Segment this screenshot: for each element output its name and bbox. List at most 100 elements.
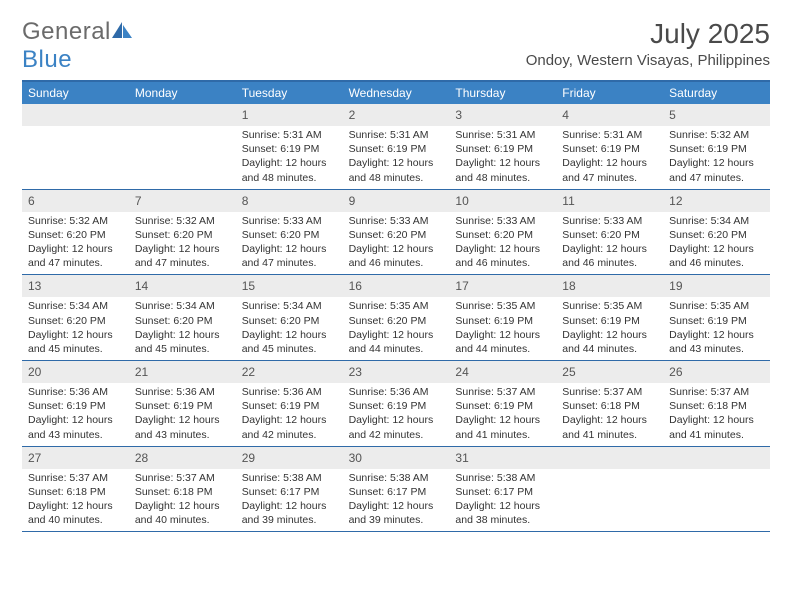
day-number: 15 (242, 279, 255, 293)
days-of-week-row: Sunday Monday Tuesday Wednesday Thursday… (22, 82, 770, 104)
cell-body: Sunrise: 5:31 AMSunset: 6:19 PMDaylight:… (556, 126, 663, 189)
day-number-row: 26 (663, 361, 770, 383)
day-number-row: 5 (663, 104, 770, 126)
sunrise-text: Sunrise: 5:33 AM (455, 214, 550, 228)
day-number: 9 (349, 194, 356, 208)
sunrise-text: Sunrise: 5:31 AM (349, 128, 444, 142)
sunset-text: Sunset: 6:20 PM (562, 228, 657, 242)
sunrise-text: Sunrise: 5:36 AM (242, 385, 337, 399)
day-number-row: 1 (236, 104, 343, 126)
sunrise-text: Sunrise: 5:35 AM (562, 299, 657, 313)
calendar-cell: 16Sunrise: 5:35 AMSunset: 6:20 PMDayligh… (343, 275, 450, 360)
weeks-container: ..1Sunrise: 5:31 AMSunset: 6:19 PMDaylig… (22, 104, 770, 532)
cell-body: Sunrise: 5:37 AMSunset: 6:18 PMDaylight:… (556, 383, 663, 446)
cell-body: Sunrise: 5:37 AMSunset: 6:18 PMDaylight:… (663, 383, 770, 446)
cell-body: Sunrise: 5:35 AMSunset: 6:19 PMDaylight:… (449, 297, 556, 360)
sunrise-text: Sunrise: 5:37 AM (669, 385, 764, 399)
sunset-text: Sunset: 6:20 PM (455, 228, 550, 242)
daylight-text: Daylight: 12 hours and 47 minutes. (135, 242, 230, 270)
sunset-text: Sunset: 6:17 PM (455, 485, 550, 499)
header: GeneralBlue July 2025 Ondoy, Western Vis… (22, 18, 770, 74)
sunset-text: Sunset: 6:19 PM (242, 399, 337, 413)
day-number-row: 2 (343, 104, 450, 126)
daylight-text: Daylight: 12 hours and 41 minutes. (455, 413, 550, 441)
day-number-row: 16 (343, 275, 450, 297)
day-number: 24 (455, 365, 468, 379)
brand-sail-icon (111, 18, 133, 46)
day-number-row: 7 (129, 190, 236, 212)
day-number: 22 (242, 365, 255, 379)
cell-body: Sunrise: 5:35 AMSunset: 6:19 PMDaylight:… (663, 297, 770, 360)
sunrise-text: Sunrise: 5:31 AM (455, 128, 550, 142)
cell-body: Sunrise: 5:32 AMSunset: 6:20 PMDaylight:… (129, 212, 236, 275)
sunrise-text: Sunrise: 5:33 AM (562, 214, 657, 228)
day-number-row: 27 (22, 447, 129, 469)
daylight-text: Daylight: 12 hours and 47 minutes. (242, 242, 337, 270)
cell-body: Sunrise: 5:33 AMSunset: 6:20 PMDaylight:… (449, 212, 556, 275)
day-number-row: 31 (449, 447, 556, 469)
day-number-row: . (22, 104, 129, 126)
brand-logo: GeneralBlue (22, 18, 133, 74)
sunset-text: Sunset: 6:19 PM (669, 142, 764, 156)
calendar-cell: 9 Sunrise: 5:33 AMSunset: 6:20 PMDaylight… (343, 190, 450, 275)
daylight-text: Daylight: 12 hours and 43 minutes. (28, 413, 123, 441)
daylight-text: Daylight: 12 hours and 45 minutes. (135, 328, 230, 356)
calendar-cell: 20Sunrise: 5:36 AMSunset: 6:19 PMDayligh… (22, 361, 129, 446)
daylight-text: Daylight: 12 hours and 47 minutes. (562, 156, 657, 184)
calendar-cell: . (129, 104, 236, 189)
cell-body: Sunrise: 5:33 AMSunset: 6:20 PMDaylight:… (343, 212, 450, 275)
calendar-cell: 6 Sunrise: 5:32 AMSunset: 6:20 PMDaylight… (22, 190, 129, 275)
calendar-cell: 10 Sunrise: 5:33 AMSunset: 6:20 PMDayligh… (449, 190, 556, 275)
calendar: Sunday Monday Tuesday Wednesday Thursday… (22, 80, 770, 532)
day-number: 10 (455, 194, 468, 208)
calendar-cell: 22Sunrise: 5:36 AMSunset: 6:19 PMDayligh… (236, 361, 343, 446)
day-number: 6 (28, 194, 35, 208)
day-number-row: 17 (449, 275, 556, 297)
calendar-cell: 23Sunrise: 5:36 AMSunset: 6:19 PMDayligh… (343, 361, 450, 446)
daylight-text: Daylight: 12 hours and 42 minutes. (349, 413, 444, 441)
sunset-text: Sunset: 6:17 PM (242, 485, 337, 499)
day-number-row: 4 (556, 104, 663, 126)
cell-body: Sunrise: 5:36 AMSunset: 6:19 PMDaylight:… (129, 383, 236, 446)
sunset-text: Sunset: 6:20 PM (349, 314, 444, 328)
sunset-text: Sunset: 6:20 PM (28, 228, 123, 242)
daylight-text: Daylight: 12 hours and 46 minutes. (349, 242, 444, 270)
cell-body (22, 126, 129, 132)
day-number-row: 12 (663, 190, 770, 212)
daylight-text: Daylight: 12 hours and 40 minutes. (28, 499, 123, 527)
cell-body: Sunrise: 5:31 AMSunset: 6:19 PMDaylight:… (343, 126, 450, 189)
sunrise-text: Sunrise: 5:31 AM (242, 128, 337, 142)
day-number: 1 (242, 108, 249, 122)
sunset-text: Sunset: 6:20 PM (669, 228, 764, 242)
cell-body: Sunrise: 5:34 AMSunset: 6:20 PMDaylight:… (22, 297, 129, 360)
daylight-text: Daylight: 12 hours and 47 minutes. (28, 242, 123, 270)
sunset-text: Sunset: 6:18 PM (562, 399, 657, 413)
day-number-row: 13 (22, 275, 129, 297)
sunset-text: Sunset: 6:20 PM (28, 314, 123, 328)
sunrise-text: Sunrise: 5:33 AM (349, 214, 444, 228)
daylight-text: Daylight: 12 hours and 46 minutes. (669, 242, 764, 270)
day-number-row: . (556, 447, 663, 469)
calendar-cell: 26 Sunrise: 5:37 AMSunset: 6:18 PMDayligh… (663, 361, 770, 446)
sunrise-text: Sunrise: 5:38 AM (455, 471, 550, 485)
day-number: 18 (562, 279, 575, 293)
calendar-cell: 21Sunrise: 5:36 AMSunset: 6:19 PMDayligh… (129, 361, 236, 446)
day-number-row: 14 (129, 275, 236, 297)
cell-body (129, 126, 236, 132)
daylight-text: Daylight: 12 hours and 41 minutes. (669, 413, 764, 441)
sunrise-text: Sunrise: 5:34 AM (28, 299, 123, 313)
day-number: 25 (562, 365, 575, 379)
day-number: 4 (562, 108, 569, 122)
daylight-text: Daylight: 12 hours and 45 minutes. (242, 328, 337, 356)
brand-text: GeneralBlue (22, 18, 133, 74)
sunrise-text: Sunrise: 5:36 AM (349, 385, 444, 399)
day-number: 26 (669, 365, 682, 379)
sunset-text: Sunset: 6:19 PM (455, 399, 550, 413)
cell-body: Sunrise: 5:32 AMSunset: 6:20 PMDaylight:… (22, 212, 129, 275)
cell-body: Sunrise: 5:34 AMSunset: 6:20 PMDaylight:… (129, 297, 236, 360)
day-number: 11 (562, 194, 574, 208)
daylight-text: Daylight: 12 hours and 45 minutes. (28, 328, 123, 356)
sunrise-text: Sunrise: 5:32 AM (135, 214, 230, 228)
sunset-text: Sunset: 6:20 PM (135, 314, 230, 328)
cell-body: Sunrise: 5:37 AMSunset: 6:18 PMDaylight:… (22, 469, 129, 532)
